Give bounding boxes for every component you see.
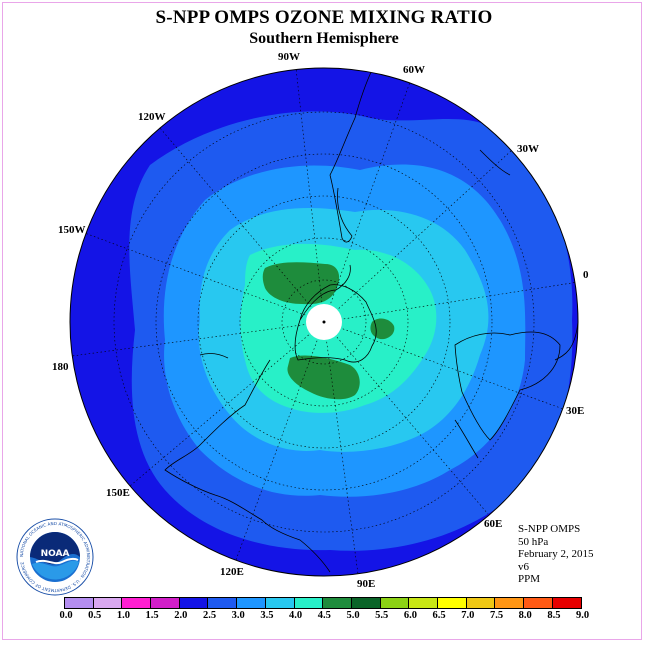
colorbar-tick-label: 1.5 (145, 610, 159, 621)
colorbar-swatch (495, 598, 524, 608)
colorbar-swatch (437, 598, 467, 608)
contour-4-5-b (287, 355, 360, 400)
lon-label-30w: 30W (517, 143, 539, 155)
lon-label-30e: 30E (566, 405, 584, 417)
colorbar-tick-label: 5.0 (346, 610, 360, 621)
colorbar-tick-label: 3.5 (260, 610, 274, 621)
noaa-logo: NATIONAL OCEANIC AND ATMOSPHERIC ADMINIS… (16, 518, 94, 596)
colorbar-swatch (380, 598, 410, 608)
coastlines (164, 69, 578, 573)
lon-label-0: 0 (583, 269, 589, 281)
colorbar-swatch (466, 598, 496, 608)
colorbar-tick-label: 0.0 (59, 610, 73, 621)
colorbar-tick-label: 5.5 (375, 610, 389, 621)
colorbar-swatch (65, 598, 94, 608)
colorbar-swatch (524, 598, 553, 608)
map-info-block: S-NPP OMPS 50 hPa February 2, 2015 v6 PP… (518, 523, 593, 586)
colorbar-swatch (265, 598, 295, 608)
lon-label-90e: 90E (357, 578, 375, 590)
info-instrument: S-NPP OMPS (518, 523, 581, 535)
ozone-contour-field (70, 68, 578, 576)
colorbar-tick-label: 6.0 (403, 610, 417, 621)
colorbar-swatch (323, 598, 352, 608)
colorbar-tick-label: 6.5 (432, 610, 446, 621)
colorbar-tick-label: 7.0 (461, 610, 475, 621)
lon-label-180: 180 (52, 361, 69, 373)
colorbar-tick-label: 4.0 (289, 610, 303, 621)
colorbar-tick-label: 8.5 (547, 610, 561, 621)
lon-label-60w: 60W (403, 64, 425, 76)
lon-label-120w: 120W (138, 111, 166, 123)
colorbar-swatch (237, 598, 266, 608)
lon-label-90w: 90W (278, 51, 300, 63)
colorbar-swatch (409, 598, 438, 608)
colorbar-swatch (294, 598, 324, 608)
colorbar-tick-label: 0.5 (88, 610, 102, 621)
map-title: S-NPP OMPS OZONE MIXING RATIO (155, 7, 493, 28)
colorbar-swatch (552, 598, 582, 608)
south-pole-marker (322, 320, 326, 324)
contour-4-5-a (262, 262, 340, 305)
map-subtitle: Southern Hemisphere (249, 30, 399, 47)
lon-label-150e: 150E (106, 487, 130, 499)
colorbar-swatch (151, 598, 180, 608)
lon-label-60e: 60E (484, 518, 502, 530)
colorbar-tick-label: 4.5 (317, 610, 331, 621)
info-units: PPM (518, 573, 541, 585)
colorbar-swatch (93, 598, 123, 608)
colorbar (64, 597, 583, 609)
info-version: v6 (518, 560, 529, 573)
graticule (71, 68, 578, 575)
image-frame (2, 2, 642, 640)
info-date: February 2, 2015 (518, 548, 594, 560)
colorbar-swatch (351, 598, 381, 608)
colorbar-swatch (208, 598, 238, 608)
map-boundary (69, 67, 579, 577)
colorbar-tick-label: 8.0 (518, 610, 532, 621)
colorbar-tick-label: 3.0 (231, 610, 245, 621)
colorbar-tick-label: 2.0 (174, 610, 188, 621)
lon-label-150w: 150W (58, 224, 86, 236)
lon-label-120e: 120E (220, 566, 244, 578)
colorbar-tick-label: 2.5 (202, 610, 217, 621)
info-level: 50 hPa (518, 535, 549, 548)
colorbar-tick-label: 1.0 (116, 610, 130, 621)
colorbar-ticks: 0.0 0.5 1.0 1.5 2.0 2.5 3.0 3.5 4.0 4.5 5.0 5.5 6.0 6… (0, 610, 648, 624)
colorbar-tick-label: 9.0 (576, 610, 590, 621)
colorbar-swatch (179, 598, 209, 608)
noaa-logo-text: NOAA (41, 549, 70, 559)
colorbar-swatch (122, 598, 152, 608)
colorbar-tick-label: 7.5 (489, 610, 504, 621)
